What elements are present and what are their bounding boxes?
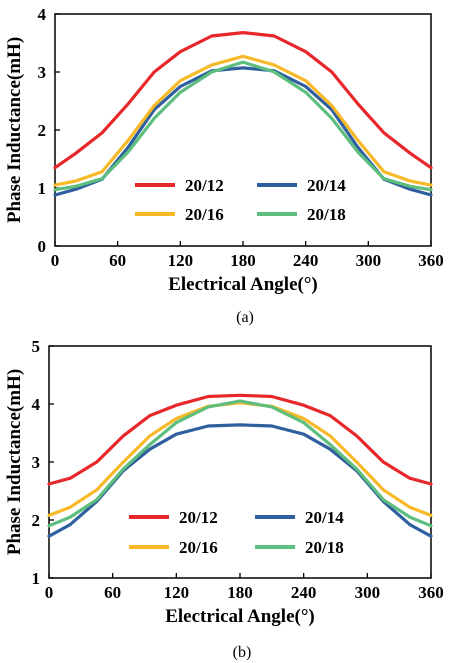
series-line-20-16 <box>47 401 433 518</box>
y-tick-label: 2 <box>32 511 41 530</box>
y-tick-label: 1 <box>32 569 41 588</box>
x-tick-label: 240 <box>293 251 319 270</box>
panel-caption: (b) <box>233 644 252 661</box>
legend-entry-20-16: 20/16 <box>135 205 224 224</box>
x-tick-label: 0 <box>51 251 60 270</box>
chart-panel-1: 0 60 120 180 240 300 360 1 2 3 4 5 Electrical Angle(… <box>4 337 444 661</box>
x-tick-label: 240 <box>291 583 317 602</box>
y-tick-label: 4 <box>32 395 41 414</box>
legend-entry-20-12: 20/12 <box>129 508 218 527</box>
x-tick-label: 360 <box>418 251 444 270</box>
legend-entry-20-18: 20/18 <box>257 205 346 224</box>
x-tick-label: 180 <box>227 583 253 602</box>
x-axis-title: Electrical Angle(°) <box>168 274 318 295</box>
series-line-20-16 <box>53 54 433 187</box>
legend-label: 20/16 <box>185 205 224 224</box>
y-tick-label: 3 <box>38 63 47 82</box>
x-tick-label: 120 <box>164 583 190 602</box>
legend-entry-20-14: 20/14 <box>257 176 346 195</box>
legend-label: 20/12 <box>179 508 218 527</box>
legend-label: 20/14 <box>307 176 346 195</box>
legend-entry-20-18: 20/18 <box>255 538 344 557</box>
legend-label: 20/16 <box>179 538 218 557</box>
x-tick-label: 300 <box>356 251 382 270</box>
y-tick-label: 1 <box>38 179 47 198</box>
x-tick-label: 120 <box>168 251 194 270</box>
legend-entry-20-12: 20/12 <box>135 176 224 195</box>
y-axis-title: Phase Inductance(mH) <box>4 369 25 555</box>
panel-caption: (a) <box>236 309 254 326</box>
y-tick-label: 4 <box>38 5 47 24</box>
legend-label: 20/18 <box>305 538 344 557</box>
legend-entry-20-14: 20/14 <box>255 508 344 527</box>
legend-label: 20/14 <box>305 508 344 527</box>
legend-label: 20/18 <box>307 205 346 224</box>
x-tick-label: 0 <box>45 583 54 602</box>
legend-label: 20/12 <box>185 176 224 195</box>
y-tick-label: 2 <box>38 121 47 140</box>
y-tick-label: 5 <box>32 337 41 356</box>
series-line-20-14 <box>53 66 433 197</box>
series-line-20-18 <box>47 399 433 528</box>
x-tick-label: 360 <box>418 583 444 602</box>
x-tick-label: 60 <box>104 583 121 602</box>
y-tick-label: 3 <box>32 453 41 472</box>
series-line-20-18 <box>53 60 433 192</box>
legend-entry-20-16: 20/16 <box>129 538 218 557</box>
series-line-20-12 <box>53 30 433 170</box>
y-axis-title: Phase Inductance(mH) <box>4 37 25 223</box>
plot-frame <box>48 345 432 579</box>
x-tick-label: 180 <box>230 251 256 270</box>
series-line-20-12 <box>47 393 433 486</box>
y-tick-label: 0 <box>38 237 47 256</box>
x-tick-label: 60 <box>109 251 126 270</box>
chart-panel-0: 0 60 120 180 240 300 360 0 1 2 3 4 Electrical Angle(… <box>4 5 444 326</box>
x-axis-title: Electrical Angle(°) <box>165 606 315 627</box>
x-tick-label: 300 <box>355 583 381 602</box>
plot-frame <box>54 13 432 247</box>
